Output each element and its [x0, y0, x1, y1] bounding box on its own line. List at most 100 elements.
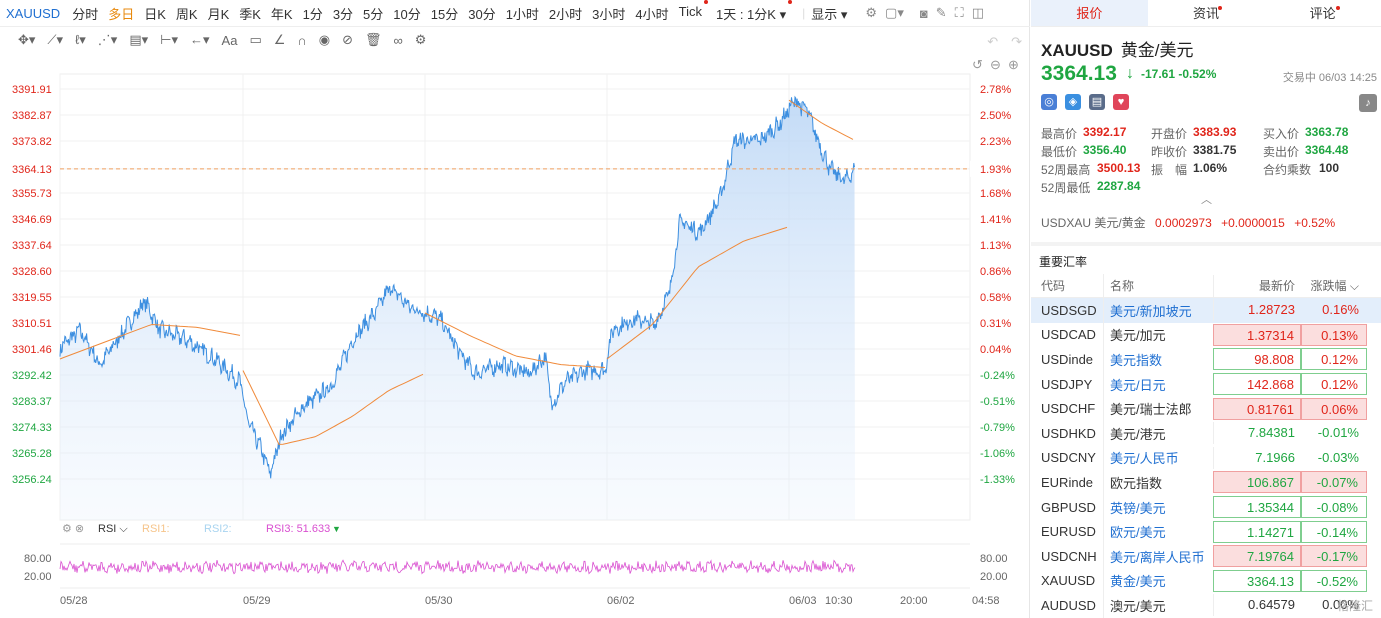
y-tick-label: 3274.33	[12, 422, 52, 434]
sort-column[interactable]: 涨跌幅 ⌵	[1310, 278, 1359, 293]
news-icon[interactable]: ▤	[1089, 94, 1105, 110]
fx-row[interactable]: USDCNH 美元/离岸人民币 7.19764 -0.17%	[1031, 543, 1381, 569]
fx-row[interactable]: USDCAD 美元/加元 1.37314 0.13%	[1031, 322, 1381, 348]
camera-icon[interactable]: ◙	[919, 5, 928, 21]
fx-name[interactable]: 美元指数	[1103, 347, 1213, 372]
link-icon[interactable]: ∞	[393, 32, 403, 48]
fx-row[interactable]: USDHKD 美元/港元 7.84381 -0.01%	[1031, 420, 1381, 446]
ruler-icon[interactable]: ∠	[273, 32, 286, 47]
fx-name[interactable]: 欧元/美元	[1103, 519, 1213, 544]
rsi-settings-icon[interactable]: ⚙ ⊗	[62, 523, 84, 535]
fx-price: 1.28723	[1213, 299, 1301, 322]
stat-value: 100	[1319, 161, 1340, 175]
text-tool[interactable]: Aa	[221, 32, 238, 48]
zigzag-tool-icon[interactable]: ⋰▾	[97, 32, 118, 47]
fullscreen-icon[interactable]: ⛶	[954, 5, 964, 20]
fx-row[interactable]: EURUSD 欧元/美元 1.14271 -0.14%	[1031, 519, 1381, 544]
chart-container[interactable]: 3391.91 2.78% 3382.87 2.50% 3373.82 2.23% 3364…	[0, 52, 1030, 618]
period-tab[interactable]: 15分	[430, 6, 459, 22]
crosshair-icon[interactable]: ✥▾	[18, 32, 36, 47]
tag-icon[interactable]: ◈	[1065, 94, 1081, 110]
period-tab[interactable]: 周K	[175, 6, 198, 22]
quote-tab[interactable]: 资讯	[1148, 0, 1265, 26]
zoom-control-icon[interactable]: ⊕	[1008, 57, 1019, 72]
period-tab[interactable]: 4小时	[635, 6, 669, 22]
period-tab[interactable]: 分时	[72, 6, 99, 22]
panel-toggle-icon[interactable]: ◫	[971, 5, 985, 20]
fx-name[interactable]: 美元/人民币	[1103, 445, 1213, 471]
fx-row[interactable]: XAUUSD 黄金/美元 3364.13 -0.52%	[1031, 568, 1381, 594]
y-pct-label: 1.41%	[980, 214, 1011, 226]
period-tab[interactable]: 多日	[108, 6, 135, 22]
zoom-control-icon[interactable]: ↺	[972, 57, 983, 72]
pen-icon[interactable]: ✎	[935, 5, 947, 20]
y-pct-label: -0.51%	[980, 396, 1015, 408]
eye-icon[interactable]: ◉	[318, 32, 331, 47]
y-tick-label: 3391.91	[12, 84, 52, 96]
ma-line	[424, 312, 606, 368]
ma-line	[606, 226, 788, 360]
period-tab[interactable]: 2小时	[548, 6, 583, 22]
brush-tool-icon[interactable]: ℓ▾	[75, 32, 86, 47]
fx-pct: -0.01%	[1317, 425, 1359, 441]
period-tab[interactable]: 3分	[332, 6, 354, 22]
chart-style-icon[interactable]: ▢▾	[885, 5, 904, 20]
trash-icon[interactable]: 🗑	[364, 32, 382, 47]
fib-tool-icon[interactable]: ▤▾	[129, 32, 149, 47]
gear-icon[interactable]: ⚙	[414, 32, 427, 47]
quote-tab[interactable]: 报价	[1031, 0, 1148, 26]
collapse-icon[interactable]: ︿	[1201, 194, 1212, 206]
period-tab[interactable]: 季K	[239, 6, 261, 22]
symbol-label[interactable]: XAUUSD	[6, 5, 61, 21]
fx-code: XAUUSD	[1041, 573, 1096, 589]
comment-icon[interactable]: ▭	[249, 32, 262, 47]
stats-row: 52周最高 3500.13 振 幅 1.06% 合约乘数 100	[1041, 161, 1377, 179]
period-tab[interactable]: 3小时	[592, 6, 626, 22]
fx-row[interactable]: USDCNY 美元/人民币 7.1966 -0.03%	[1031, 445, 1381, 471]
line-tool-icon[interactable]: ⟋▾	[47, 32, 64, 47]
fx-name[interactable]: 英镑/美元	[1103, 494, 1213, 520]
quote-tab[interactable]: 评论	[1264, 0, 1381, 26]
price-chart[interactable]: 3391.91 2.78% 3382.87 2.50% 3373.82 2.23% 3364…	[0, 52, 1030, 618]
fx-price: 106.867	[1213, 471, 1301, 494]
stats-row: 最低价 3356.40 昨收价 3381.75 卖出价 3364.48	[1041, 143, 1377, 161]
settings-icon[interactable]: ⚙	[865, 5, 878, 20]
period-tab[interactable]: 日K	[144, 6, 166, 22]
bell-icon[interactable]: ♪	[1359, 94, 1377, 112]
fx-name[interactable]: 美元/新加坡元	[1103, 298, 1213, 323]
fx-row[interactable]: GBPUSD 英镑/美元 1.35344 -0.08%	[1031, 494, 1381, 520]
fx-row[interactable]: EURinde 欧元指数 106.867 -0.07%	[1031, 470, 1381, 495]
usdxau-row[interactable]: USDXAU 美元/黄金 0.0002973 +0.0000015 +0.52%	[1041, 216, 1336, 230]
period-tab[interactable]: 30分	[468, 6, 496, 22]
fx-row[interactable]: USDJPY 美元/日元 142.868 0.12%	[1031, 371, 1381, 397]
magnet-icon[interactable]: ∩	[297, 32, 307, 48]
stat-label: 振 幅	[1151, 163, 1188, 177]
period-tab[interactable]: 5分	[363, 6, 384, 22]
fx-name[interactable]: 黄金/美元	[1103, 568, 1213, 594]
quote-stats: 最高价 3392.17 开盘价 3383.93 买入价 3363.78 最低价 3356.40…	[1041, 125, 1377, 197]
period-tab[interactable]: Tick	[679, 0, 708, 23]
period-tab[interactable]: 10分	[393, 6, 421, 22]
interval-select[interactable]: 1天 : 1分K ▾	[716, 0, 793, 23]
fx-row[interactable]: USDCHF 美元/瑞士法郎 0.81761 0.06%	[1031, 396, 1381, 421]
zoom-control-icon[interactable]: ⊖	[990, 57, 1001, 72]
fx-name[interactable]: 美元/离岸人民币	[1103, 543, 1213, 569]
fx-name[interactable]: 美元/日元	[1103, 371, 1213, 397]
measure-tool-icon[interactable]: ⊢▾	[160, 32, 178, 47]
stat-label: 合约乘数	[1263, 163, 1312, 177]
period-tab[interactable]: 1分	[302, 6, 323, 22]
undo-redo-icons[interactable]: ↶ ↷	[987, 34, 1022, 49]
y-pct-label: 0.58%	[980, 292, 1011, 304]
fx-row[interactable]: USDinde 美元指数 98.808 0.12%	[1031, 347, 1381, 372]
x-tick-label: 05/30	[425, 595, 453, 607]
fx-row[interactable]: AUDUSD 澳元/美元 0.64579 0.00%	[1031, 593, 1381, 618]
favorite-icon[interactable]: ♥	[1113, 94, 1129, 110]
arrow-tool-icon[interactable]: ←▾	[190, 32, 210, 47]
period-tab[interactable]: 1小时	[505, 6, 539, 22]
period-tab[interactable]: 月K	[207, 6, 230, 22]
globe-icon[interactable]: ◎	[1041, 94, 1057, 110]
display-dropdown[interactable]: 显示 ▾	[811, 6, 848, 22]
period-tab[interactable]: 年K	[270, 6, 293, 22]
fx-row[interactable]: USDSGD 美元/新加坡元 1.28723 0.16%	[1031, 298, 1381, 323]
hide-icon[interactable]: ⊘	[342, 32, 353, 47]
